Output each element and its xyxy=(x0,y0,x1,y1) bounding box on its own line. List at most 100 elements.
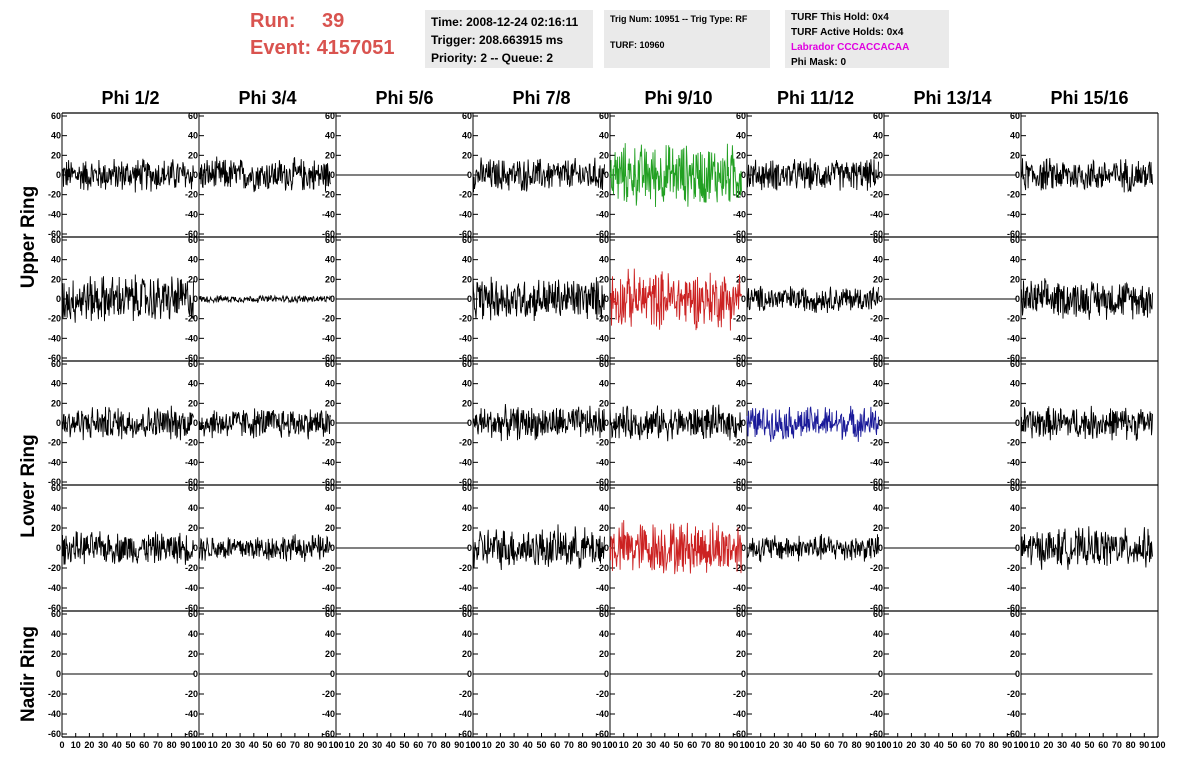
y-tick-label: -20 xyxy=(459,689,472,699)
y-tick-label: 0 xyxy=(741,669,746,679)
y-tick-label: 0 xyxy=(878,170,883,180)
y-tick-label: -20 xyxy=(322,438,335,448)
y-tick-label: 20 xyxy=(873,274,883,284)
column-header: Phi 1/2 xyxy=(101,88,159,108)
y-tick-label: -20 xyxy=(596,190,609,200)
y-tick-label: -20 xyxy=(870,438,883,448)
y-tick-label: 0 xyxy=(1015,170,1020,180)
y-tick-label: 60 xyxy=(736,609,746,619)
y-tick-label: 20 xyxy=(599,274,609,284)
waveform-trace xyxy=(609,143,742,208)
run-event-box: Run: 39 Event: 4157051 xyxy=(250,8,420,68)
y-tick-label: 40 xyxy=(873,131,883,141)
y-tick-label: 40 xyxy=(51,503,61,513)
y-tick-label: 60 xyxy=(51,609,61,619)
x-tick-label: 30 xyxy=(646,740,656,750)
trigger-text: Trigger: 208.663915 ms xyxy=(431,33,564,47)
y-tick-label: -40 xyxy=(185,709,198,719)
y-tick-label: 0 xyxy=(604,669,609,679)
y-tick-label: 20 xyxy=(188,649,198,659)
waveform-trace xyxy=(746,405,879,442)
x-tick-label: 10 xyxy=(756,740,766,750)
y-tick-label: 40 xyxy=(188,379,198,389)
y-tick-label: 60 xyxy=(599,235,609,245)
x-tick-label: 10 xyxy=(1030,740,1040,750)
y-tick-label: 0 xyxy=(467,669,472,679)
y-tick-label: 60 xyxy=(51,235,61,245)
x-tick-label: 50 xyxy=(1084,740,1094,750)
y-tick-label: 0 xyxy=(878,294,883,304)
y-tick-label: 0 xyxy=(193,669,198,679)
x-tick-label: 80 xyxy=(167,740,177,750)
y-tick-label: -20 xyxy=(733,689,746,699)
y-tick-label: 60 xyxy=(599,359,609,369)
x-tick-label: 40 xyxy=(660,740,670,750)
y-tick-label: -20 xyxy=(48,314,61,324)
y-tick-label: 0 xyxy=(878,418,883,428)
y-tick-label: -60 xyxy=(870,729,883,739)
y-tick-label: -20 xyxy=(1007,563,1020,573)
y-tick-label: -60 xyxy=(322,229,335,239)
waveform-trace xyxy=(61,531,194,565)
y-tick-label: -40 xyxy=(870,209,883,219)
y-tick-label: 20 xyxy=(873,398,883,408)
y-tick-label: 40 xyxy=(1010,503,1020,513)
x-tick-label: 50 xyxy=(947,740,957,750)
y-tick-label: 40 xyxy=(1010,629,1020,639)
waveform-trace xyxy=(472,403,605,442)
y-tick-label: -60 xyxy=(1007,477,1020,487)
y-tick-label: 0 xyxy=(1015,294,1020,304)
y-tick-label: -60 xyxy=(322,353,335,363)
x-tick-label: 30 xyxy=(235,740,245,750)
y-tick-label: -60 xyxy=(459,229,472,239)
y-tick-label: -20 xyxy=(459,563,472,573)
y-tick-label: 60 xyxy=(599,483,609,493)
y-tick-label: 60 xyxy=(736,111,746,121)
x-tick-label: 30 xyxy=(509,740,519,750)
waveform-trace xyxy=(198,534,331,562)
y-tick-label: -60 xyxy=(185,353,198,363)
x-tick-label: 70 xyxy=(290,740,300,750)
y-tick-label: -40 xyxy=(733,333,746,343)
y-tick-label: -40 xyxy=(733,583,746,593)
y-tick-label: 20 xyxy=(462,398,472,408)
y-tick-label: 40 xyxy=(1010,131,1020,141)
y-tick-label: 40 xyxy=(325,255,335,265)
y-tick-label: 40 xyxy=(325,629,335,639)
y-tick-label: 20 xyxy=(188,398,198,408)
y-tick-label: -40 xyxy=(733,209,746,219)
y-tick-label: 40 xyxy=(736,379,746,389)
y-tick-label: 60 xyxy=(599,609,609,619)
x-tick-label: 90 xyxy=(591,740,601,750)
turf-active-holds-text: TURF Active Holds: 0x4 xyxy=(791,27,904,38)
y-tick-label: -60 xyxy=(733,603,746,613)
y-tick-label: 0 xyxy=(467,543,472,553)
y-tick-label: 0 xyxy=(741,170,746,180)
y-tick-label: 0 xyxy=(330,418,335,428)
y-tick-label: -20 xyxy=(459,438,472,448)
waveform-trace xyxy=(746,158,879,191)
y-tick-label: 20 xyxy=(873,523,883,533)
y-tick-label: 40 xyxy=(599,629,609,639)
y-tick-label: 20 xyxy=(462,523,472,533)
y-tick-label: -20 xyxy=(733,190,746,200)
y-tick-label: 60 xyxy=(1010,111,1020,121)
x-tick-label: 0 xyxy=(881,740,886,750)
y-tick-label: 20 xyxy=(1010,274,1020,284)
y-tick-label: 0 xyxy=(1015,418,1020,428)
y-tick-label: 40 xyxy=(188,629,198,639)
priority-text: Priority: 2 -- Queue: 2 xyxy=(431,51,554,65)
y-tick-label: 60 xyxy=(1010,483,1020,493)
y-tick-label: 20 xyxy=(873,649,883,659)
y-tick-label: 60 xyxy=(325,359,335,369)
y-tick-label: -20 xyxy=(48,563,61,573)
x-tick-label: 70 xyxy=(975,740,985,750)
y-tick-label: 60 xyxy=(462,609,472,619)
y-tick-label: -60 xyxy=(733,229,746,239)
x-tick-label: 60 xyxy=(961,740,971,750)
x-tick-label: 10 xyxy=(893,740,903,750)
x-tick-label: 40 xyxy=(386,740,396,750)
y-tick-label: -20 xyxy=(733,314,746,324)
y-tick-label: 0 xyxy=(193,418,198,428)
y-tick-label: -20 xyxy=(596,563,609,573)
